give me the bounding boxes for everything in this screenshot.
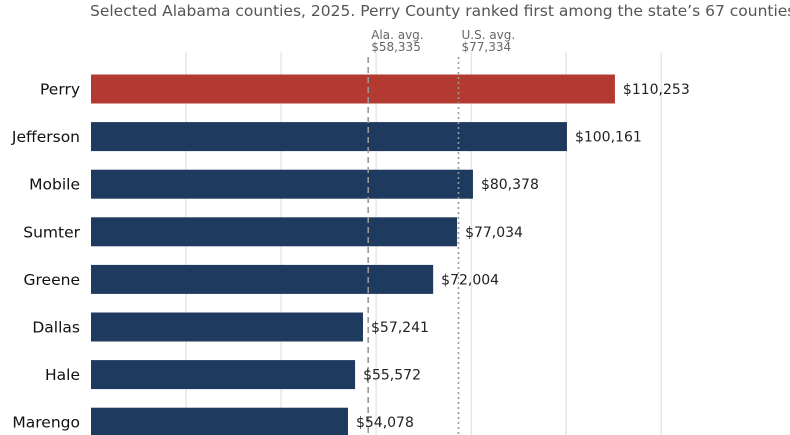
category-label: Marengo: [12, 414, 80, 432]
value-label: $77,034: [465, 225, 523, 241]
value-label: $100,161: [575, 130, 642, 146]
bar-greene: [91, 264, 434, 294]
value-label: $80,378: [481, 177, 539, 193]
value-label: $55,572: [363, 368, 421, 384]
category-label: Jefferson: [11, 128, 80, 146]
category-label: Dallas: [32, 319, 80, 337]
reference-line-value: $58,335: [371, 40, 421, 54]
bar-hale: [91, 360, 356, 390]
category-label: Mobile: [29, 176, 80, 194]
category-label: Hale: [45, 366, 80, 384]
bar-mobile: [91, 169, 473, 199]
bar-jefferson: [91, 122, 567, 152]
value-label: $57,241: [371, 320, 429, 336]
reference-line-value: $77,334: [461, 40, 511, 54]
bar-marengo: [91, 407, 348, 435]
value-label: $54,078: [356, 415, 414, 431]
category-label: Sumter: [23, 223, 80, 241]
reference-lines: Ala. avg.$58,335 U.S. avg.$77,334: [367, 28, 515, 435]
bar-sumter: [91, 217, 458, 247]
reference-line-name: Ala. avg.: [371, 28, 423, 42]
labels: Perry $110,253 Jefferson $100,161 Mobile $80,…: [11, 81, 690, 432]
value-label: $110,253: [623, 82, 690, 98]
value-label: $72,004: [441, 272, 499, 288]
chart-subtitle: Selected Alabama counties, 2025. Perry C…: [90, 2, 790, 20]
category-label: Greene: [24, 271, 80, 289]
bars: [91, 74, 615, 435]
bar-dallas: [91, 312, 364, 342]
reference-line-name: U.S. avg.: [461, 28, 515, 42]
category-label: Perry: [40, 81, 80, 99]
bar-perry: [91, 74, 615, 104]
